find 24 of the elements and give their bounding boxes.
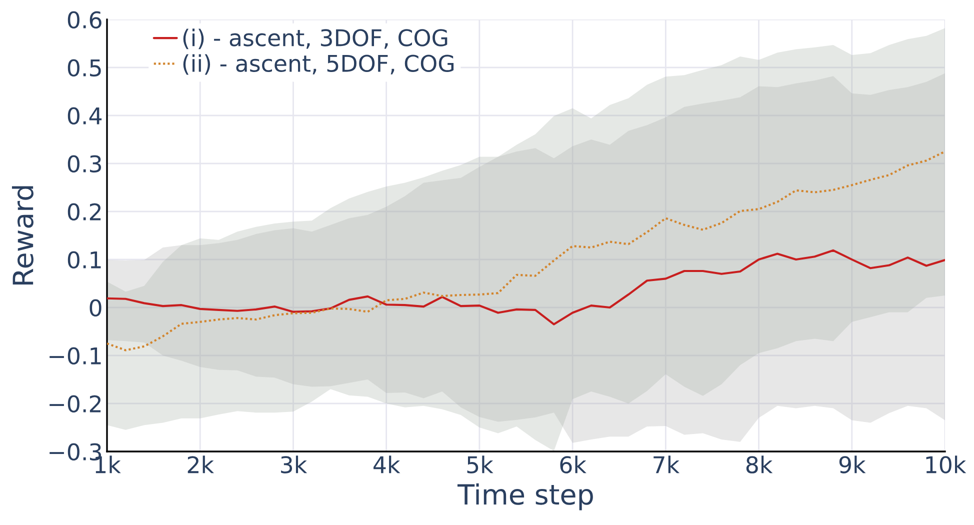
y-tick-label: 0 xyxy=(90,299,102,317)
y-tick-label: 0.3 xyxy=(68,155,101,173)
y-tick-label: 0.1 xyxy=(68,251,101,269)
x-tick-label: 3k xyxy=(281,456,308,474)
legend-label: (i) - ascent, 3DOF, COG xyxy=(183,28,448,50)
line-series xyxy=(107,249,945,326)
y-axis-title: Reward xyxy=(12,186,34,284)
x-tick-label: 2k xyxy=(188,456,214,474)
x-tick-label: 8k xyxy=(746,456,773,474)
x-axis-title: Time step xyxy=(457,483,593,510)
y-tick-label: 0.4 xyxy=(68,107,102,125)
x-tick-label: 7k xyxy=(654,456,680,474)
x-tick-label: 5k xyxy=(467,456,494,474)
legend-label: (ii) - ascent, 5DOF, COG xyxy=(183,54,454,75)
y-tick-label: 0.6 xyxy=(68,11,102,29)
x-tick-label: 10k xyxy=(926,456,966,474)
y-tick-label: −0.2 xyxy=(50,395,101,413)
y-tick-label: −0.1 xyxy=(50,347,101,365)
y-tick-label: 0.2 xyxy=(68,203,101,221)
x-tick-label: 4k xyxy=(374,456,400,474)
x-tick-label: 9k xyxy=(839,456,866,474)
x-tick-label: 6k xyxy=(560,456,586,474)
y-tick-label: 0.5 xyxy=(68,59,101,77)
line-series xyxy=(107,150,945,352)
